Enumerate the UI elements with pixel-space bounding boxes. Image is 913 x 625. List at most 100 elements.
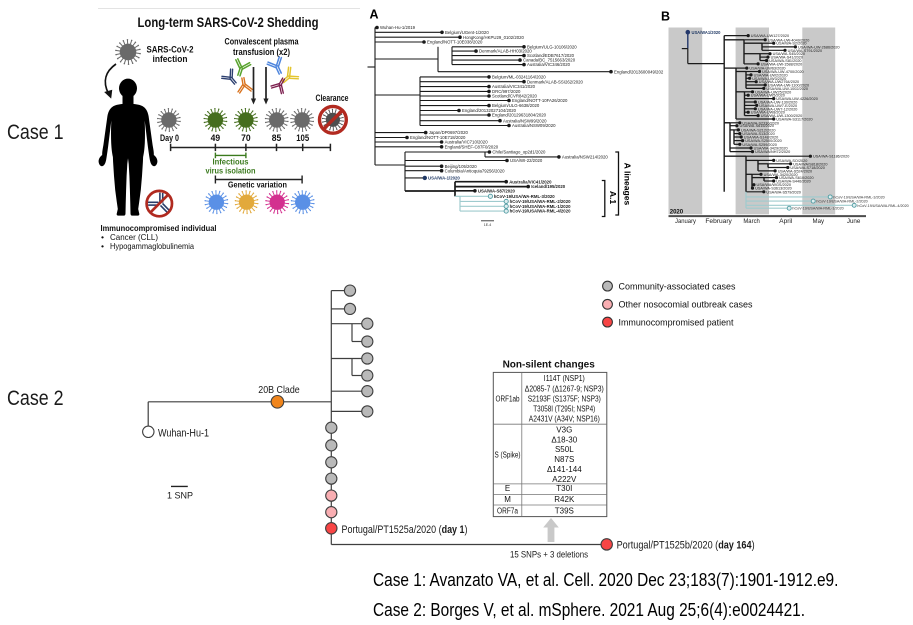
svg-text:15 SNPs + 3 deletions: 15 SNPs + 3 deletions [510, 550, 588, 560]
svg-text:Denmark/ALAB-HH03/2020: Denmark/ALAB-HH03/2020 [479, 49, 532, 54]
svg-text:Community-associated cases: Community-associated cases [619, 280, 736, 291]
svg-text:T30I: T30I [556, 484, 572, 493]
svg-text:USA/WA-UW-2686/2020: USA/WA-UW-2686/2020 [798, 45, 840, 49]
svg-text:USA/WA-UW25/2020: USA/WA-UW25/2020 [755, 90, 791, 94]
svg-text:USA/WA-S148/2020: USA/WA-S148/2020 [744, 136, 778, 140]
svg-text:USA/WA-S2500/2020: USA/WA-S2500/2020 [745, 139, 782, 143]
svg-text:USA/WA-UW-4700/2020: USA/WA-UW-4700/2020 [762, 70, 804, 74]
svg-text:Australia/VIC41/2020: Australia/VIC41/2020 [509, 179, 552, 184]
svg-text:USA/WA-S2/2020: USA/WA-S2/2020 [776, 42, 806, 46]
svg-text:hCoV-19/USA/WA-RML-2/2020: hCoV-19/USA/WA-RML-2/2020 [510, 199, 571, 204]
svg-text:USA/WA-S579/2020: USA/WA-S579/2020 [766, 190, 800, 194]
svg-text:Day 0: Day 0 [160, 133, 179, 143]
svg-text:Australia/NSW99/2020: Australia/NSW99/2020 [503, 118, 547, 123]
svg-text:105: 105 [296, 133, 309, 143]
svg-text:Wuhan-Hu-1: Wuhan-Hu-1 [158, 427, 209, 439]
svg-text:USA/WA-UW-1100/2020: USA/WA-UW-1100/2020 [768, 84, 809, 88]
svg-text:January: January [675, 218, 697, 225]
svg-text:Australia/VIC710/2020: Australia/VIC710/2020 [445, 140, 489, 145]
svg-text:Non-silent changes: Non-silent changes [503, 360, 596, 371]
svg-text:USA/WA-UW-4049/2020: USA/WA-UW-4049/2020 [768, 38, 810, 42]
svg-text:SARS-CoV-2: SARS-CoV-2 [147, 45, 194, 55]
svg-text:Scotland/CVR842/2020: Scotland/CVR842/2020 [492, 94, 538, 99]
svg-text:Δ2085-7 (Δ1267-9; NSP3): Δ2085-7 (Δ1267-9; NSP3) [525, 384, 604, 393]
svg-text:USA/WA-UW127/2020: USA/WA-UW127/2020 [751, 34, 789, 38]
svg-text:Scotland/EDB7617/2020: Scotland/EDB7617/2020 [527, 53, 575, 58]
svg-text:Beijing/105/2020: Beijing/105/2020 [445, 164, 478, 169]
svg-text:USA/WA-S610/2020: USA/WA-S610/2020 [779, 176, 813, 180]
svg-text:USA/WI-22/2020: USA/WI-22/2020 [510, 158, 543, 163]
svg-text:Australia/VIC341/2020: Australia/VIC341/2020 [492, 84, 536, 89]
svg-text:Hypogammaglobulinemia: Hypogammaglobulinemia [110, 241, 194, 251]
svg-text:USA/WA-UW-130/2020: USA/WA-UW-130/2020 [758, 101, 797, 105]
svg-text:USA/WA-S41/2020: USA/WA-S41/2020 [771, 56, 803, 60]
svg-text:T3058I (T295I; NSP4): T3058I (T295I; NSP4) [533, 405, 595, 414]
svg-text:Immunocompromised individual: Immunocompromised individual [101, 223, 217, 233]
svg-text:USA/WA-S3117/2020: USA/WA-S3117/2020 [776, 118, 812, 122]
svg-text:85: 85 [272, 133, 282, 143]
svg-text:hCoV-19/USA/WA-RML-2/2020: hCoV-19/USA/WA-RML-2/2020 [816, 200, 867, 204]
svg-text:Convalescent plasma: Convalescent plasma [225, 37, 300, 47]
svg-text:R42K: R42K [554, 495, 575, 504]
svg-text:M: M [504, 495, 511, 504]
svg-text:USA/WA-S718/2020: USA/WA-S718/2020 [790, 166, 824, 170]
svg-text:USA/WA-UW-4226/2020: USA/WA-UW-4226/2020 [776, 97, 818, 101]
svg-text:1E-4: 1E-4 [484, 223, 492, 227]
svg-text:1 SNP: 1 SNP [167, 491, 193, 501]
svg-text:USA/WA-UW2/2020: USA/WA-UW2/2020 [754, 73, 788, 77]
svg-text:USA/WA-UW-1300/2020: USA/WA-UW-1300/2020 [761, 114, 803, 118]
svg-text:S (Spike): S (Spike) [495, 451, 521, 460]
svg-text:USA/WA-S45/2020: USA/WA-S45/2020 [773, 52, 805, 56]
svg-text:S50L: S50L [555, 445, 574, 454]
svg-text:Belgium/ULG-10106/2020: Belgium/ULG-10106/2020 [527, 44, 577, 49]
svg-text:Denmark/ALAB-SSI262/2020: Denmark/ALAB-SSI262/2020 [527, 79, 584, 84]
svg-text:20B Clade: 20B Clade [258, 384, 300, 396]
svg-text:Australia/NSW09/2020: Australia/NSW09/2020 [512, 123, 556, 128]
svg-text:DRC/997/2020: DRC/997/2020 [492, 89, 521, 94]
svg-text:Genetic variation: Genetic variation [228, 180, 287, 190]
svg-text:England/2013600049/2020: England/2013600049/2020 [614, 69, 663, 74]
svg-text:Cancer (CLL): Cancer (CLL) [110, 232, 158, 242]
svg-text:HongKong/HKPU29_0102/2020: HongKong/HKPU29_0102/2020 [463, 35, 525, 40]
svg-text:USA/WA-S212/2020: USA/WA-S212/2020 [741, 128, 775, 132]
svg-text:70: 70 [241, 133, 251, 143]
svg-text:Immunocompromised patient: Immunocompromised patient [619, 316, 734, 327]
svg-text:USA/WA-UW2764/2020: USA/WA-UW2764/2020 [759, 80, 799, 84]
svg-text:USA/WA-UW63/2020: USA/WA-UW63/2020 [749, 67, 785, 71]
svg-text:USA/WA-S87/2020: USA/WA-S87/2020 [478, 188, 516, 193]
svg-text:Other nosocomial outbreak case: Other nosocomial outbreak cases [619, 299, 753, 310]
svg-text:S2193F (S1375F; NSP3): S2193F (S1375F; NSP3) [528, 395, 601, 404]
svg-text:USA/WA-UW3/2020: USA/WA-UW3/2020 [752, 77, 786, 81]
svg-text:USA/WA-UW5/2020: USA/WA-UW5/2020 [751, 94, 785, 98]
svg-text:A lineages: A lineages [623, 163, 633, 206]
svg-text:E: E [505, 484, 510, 493]
svg-text:ORF7a: ORF7a [497, 507, 518, 516]
svg-text:USA/WA-UW7-12/2020: USA/WA-UW7-12/2020 [758, 107, 798, 111]
svg-text:Australia/NSW214/2020: Australia/NSW214/2020 [562, 155, 608, 160]
svg-text:England/20129631804/2020: England/20129631804/2020 [492, 113, 547, 118]
svg-text:USA/WA-UW8/2020: USA/WA-UW8/2020 [751, 111, 785, 115]
svg-text:England/NOTT-10E038/2020: England/NOTT-10E038/2020 [427, 40, 483, 45]
svg-text:2020: 2020 [670, 208, 684, 215]
svg-text:Chile/Santiago_op2d1/2020: Chile/Santiago_op2d1/2020 [492, 150, 546, 155]
svg-text:USA/WA-3420/2020: USA/WA-3420/2020 [764, 173, 798, 177]
svg-text:A: A [370, 8, 379, 22]
svg-text:USA/WA-UW7-E/2020: USA/WA-UW7-E/2020 [759, 104, 797, 108]
svg-text:infection: infection [153, 54, 188, 64]
svg-text:Wuhan-Hu-1/2019: Wuhan-Hu-1/2019 [380, 25, 416, 30]
svg-text:hCoV-19/USA/WA-RML-3/2020: hCoV-19/USA/WA-RML-3/2020 [494, 194, 555, 199]
svg-text:Belgium/UGent-1/2020: Belgium/UGent-1/2020 [445, 30, 489, 35]
svg-text:USA/WA-UW-1002/2020: USA/WA-UW-1002/2020 [766, 87, 808, 91]
svg-text:•: • [101, 232, 104, 242]
svg-text:USA/WA-S259/2020: USA/WA-S259/2020 [742, 143, 776, 147]
svg-text:hCoV-19/USA/WA-RML-1/2020: hCoV-19/USA/WA-RML-1/2020 [510, 204, 571, 209]
svg-text:Portugal/PT1525b/2020 (day 164: Portugal/PT1525b/2020 (day 164) [617, 540, 755, 552]
svg-text:USA/WA-UW-1588/2020: USA/WA-UW-1588/2020 [761, 62, 803, 66]
svg-text:USA/WA1/2020: USA/WA1/2020 [692, 30, 722, 35]
svg-text:B: B [661, 10, 670, 24]
svg-text:England/NOTT-10E718/2020: England/NOTT-10E718/2020 [410, 135, 466, 140]
svg-text:A.1: A.1 [608, 191, 618, 205]
svg-text:USA/WA/S818/2020: USA/WA/S818/2020 [793, 162, 827, 166]
svg-text:Japan/DP0697/2020: Japan/DP0697/2020 [429, 130, 469, 135]
svg-text:49: 49 [211, 133, 221, 143]
